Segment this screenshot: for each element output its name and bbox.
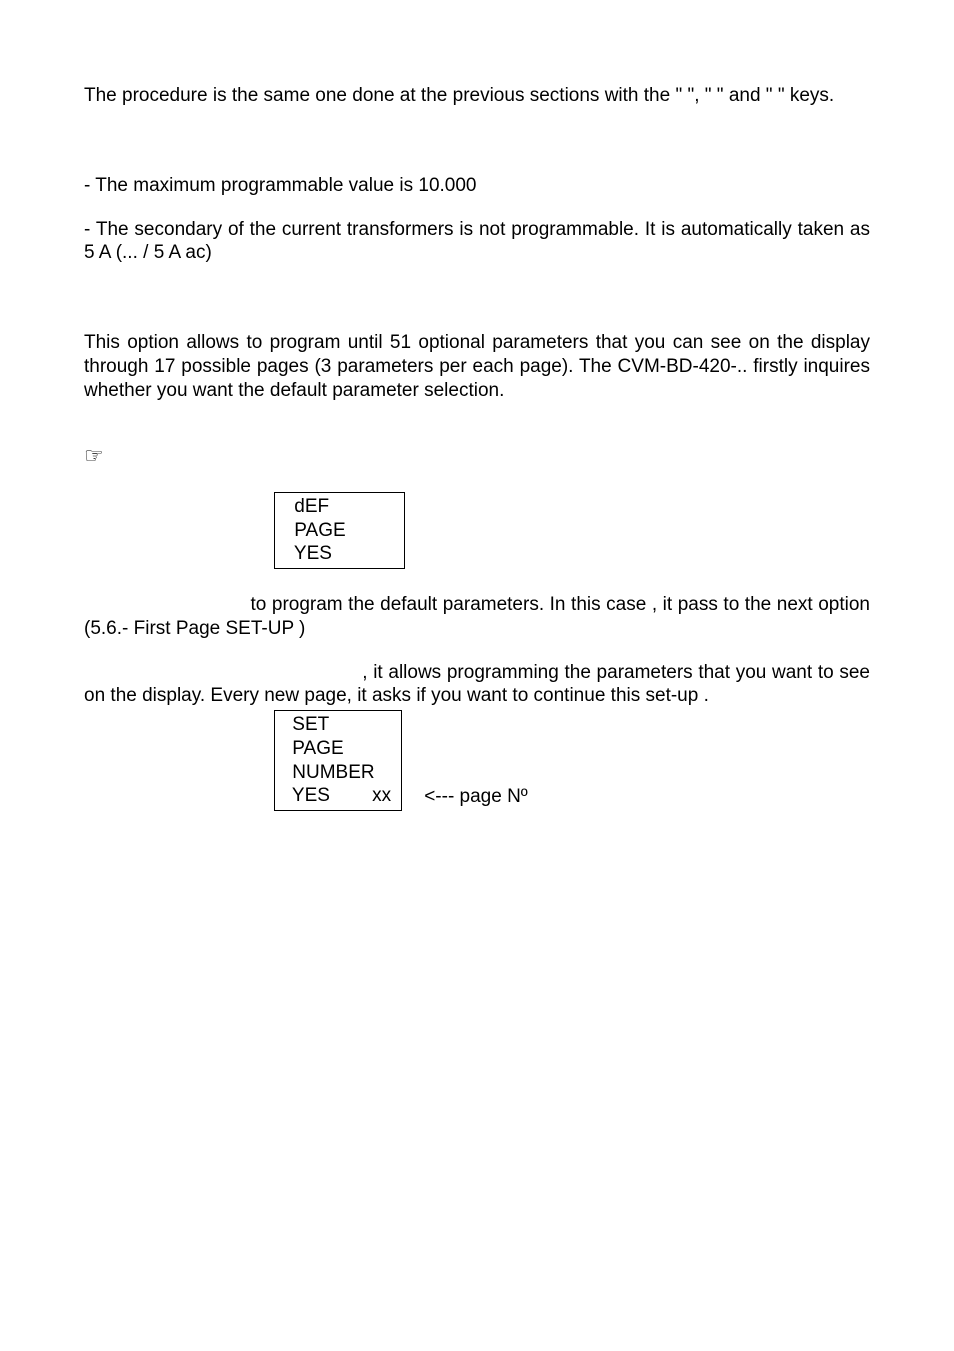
box1-line3: YES <box>289 542 390 566</box>
spacer <box>84 478 870 492</box>
box2-line2: PAGE <box>287 737 391 761</box>
display-box-1: dEF PAGE YES <box>274 492 405 569</box>
spacer <box>84 422 870 436</box>
hand-icon: ☞ <box>84 442 104 470</box>
spacer <box>84 128 870 174</box>
box2-row: SET PAGE NUMBER YES xx <--- page Nº <box>84 710 870 811</box>
page-number-label: <--- page Nº <box>424 785 528 811</box>
paragraph-programming: , it allows programming the parameters t… <box>84 661 870 709</box>
spacer <box>84 569 870 593</box>
paragraph-secondary: - The secondary of the current transform… <box>84 218 870 266</box>
display-box-2: SET PAGE NUMBER YES xx <box>274 710 402 811</box>
paragraph-option: This option allows to program until 51 o… <box>84 331 870 402</box>
box2-line1: SET <box>287 713 391 737</box>
paragraph-max-value: - The maximum programmable value is 10.0… <box>84 174 870 198</box>
box1-line2: PAGE <box>289 519 390 543</box>
page-container: The procedure is the same one done at th… <box>0 0 954 1351</box>
box2-line4: YES xx <box>287 784 391 808</box>
paragraph-procedure: The procedure is the same one done at th… <box>84 84 870 108</box>
paragraph-default-params: to program the default parameters. In th… <box>84 593 870 641</box>
box2-line3: NUMBER <box>287 761 391 785</box>
spacer <box>84 285 870 331</box>
box1-line1: dEF <box>289 495 390 519</box>
